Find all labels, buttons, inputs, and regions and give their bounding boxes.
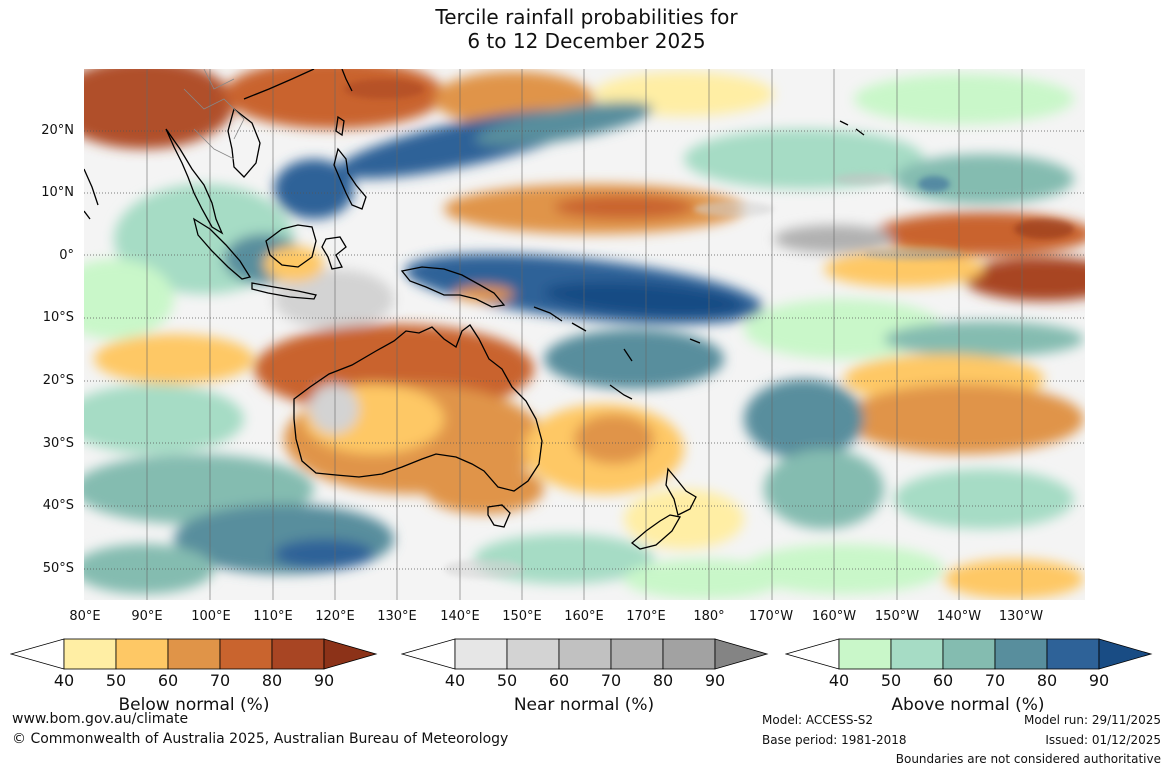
cb-above-seg-5: [1046, 638, 1100, 670]
graticule: [84, 130, 1085, 570]
base-period: Base period: 1981-2018: [762, 733, 907, 747]
cb-below-seg-1: [63, 638, 117, 670]
lon-label-130w: 130°W: [998, 609, 1044, 624]
cb-near-seg-4: [610, 638, 664, 670]
cb-above-seg-4: [994, 638, 1048, 670]
cb-below-tick: 60: [157, 671, 179, 690]
lat-label-30s: 30°S: [42, 436, 74, 451]
cb-near-tick: 80: [652, 671, 674, 690]
cb-below-seg-3: [167, 638, 221, 670]
map-canvas: [84, 69, 1085, 600]
rainfall-probability-map: [84, 69, 1085, 600]
lon-label-130e: 130°E: [377, 609, 417, 624]
cb-below-tick: 70: [209, 671, 231, 690]
lon-label-90e: 90°E: [131, 609, 163, 624]
cb-near-seg-2: [506, 638, 560, 670]
cb-near-seg-5: [662, 638, 716, 670]
cb-below-seg-6: [323, 638, 378, 670]
cb-below-seg-5: [271, 638, 325, 670]
cb-near-tick: 60: [548, 671, 570, 690]
cb-below-seg-4: [219, 638, 273, 670]
borders: [183, 69, 245, 160]
cb-below-tick: 90: [313, 671, 335, 690]
lat-label-20s: 20°S: [42, 373, 74, 388]
title-line-2: 6 to 12 December 2025: [467, 29, 706, 53]
lon-label-150e: 150°E: [502, 609, 542, 624]
lon-label-140e: 140°E: [440, 609, 480, 624]
lon-label-120e: 120°E: [315, 609, 355, 624]
lon-label-150w: 150°W: [874, 609, 920, 624]
legend-above-normal-label: Above normal (%): [891, 695, 1045, 715]
cb-below-tick: 40: [53, 671, 75, 690]
cb-below-seg-0: [10, 638, 65, 670]
cb-above-seg-6: [1098, 638, 1153, 670]
lat-label-50s: 50°S: [42, 561, 74, 576]
cb-near-tick: 50: [496, 671, 518, 690]
cb-above-seg-2: [890, 638, 944, 670]
colorbar-above-normal: [785, 638, 1153, 670]
lon-label-140w: 140°W: [936, 609, 982, 624]
meridians: [146, 69, 1023, 600]
legend-near-normal-label: Near normal (%): [513, 695, 655, 715]
cb-above-seg-0: [785, 638, 840, 670]
cb-above-tick: 90: [1088, 671, 1110, 690]
chart-title: Tercile rainfall probabilities for 6 to …: [0, 5, 1173, 53]
title-line-1: Tercile rainfall probabilities for: [435, 5, 738, 29]
cb-above-tick: 60: [932, 671, 954, 690]
colorbar-below-normal: [10, 638, 378, 670]
lat-label-10s: 10°S: [42, 310, 74, 325]
lon-label-170w: 170°W: [748, 609, 794, 624]
issued-date: Issued: 01/12/2025: [1045, 733, 1161, 747]
lat-label-40s: 40°S: [42, 498, 74, 513]
lon-label-180: 180°: [693, 609, 725, 624]
cb-below-tick: 50: [105, 671, 127, 690]
lat-label-0: 0°: [59, 248, 74, 263]
model-run-date: Model run: 29/11/2025: [1023, 713, 1161, 727]
lon-label-80e: 80°E: [69, 609, 101, 624]
cb-near-tick: 90: [704, 671, 726, 690]
lat-label-10n: 10°N: [41, 185, 74, 200]
cb-near-seg-3: [558, 638, 612, 670]
cb-above-seg-3: [942, 638, 996, 670]
lon-label-170e: 170°E: [626, 609, 666, 624]
colorbar-near-normal: [401, 638, 769, 670]
cb-near-seg-6: [714, 638, 769, 670]
cb-above-tick: 80: [1036, 671, 1058, 690]
cb-above-seg-1: [838, 638, 892, 670]
cb-near-tick: 70: [600, 671, 622, 690]
cb-above-tick: 40: [828, 671, 850, 690]
lon-label-100e: 100°E: [191, 609, 231, 624]
model-name: Model: ACCESS-S2: [762, 713, 874, 727]
cb-above-tick: 50: [880, 671, 902, 690]
cb-below-tick: 80: [261, 671, 283, 690]
boundaries-disclaimer: Boundaries are not considered authoritat…: [895, 752, 1161, 766]
website-link[interactable]: www.bom.gov.au/climate: [12, 711, 189, 727]
cb-near-tick: 40: [444, 671, 466, 690]
copyright-notice: © Commonwealth of Australia 2025, Austra…: [12, 731, 509, 747]
cb-below-seg-2: [115, 638, 169, 670]
lon-label-160w: 160°W: [811, 609, 857, 624]
cb-near-seg-0: [401, 638, 456, 670]
cb-near-seg-1: [454, 638, 508, 670]
cb-above-tick: 70: [984, 671, 1006, 690]
coastlines: [84, 69, 865, 550]
lon-label-110e: 110°E: [253, 609, 293, 624]
legend-below-normal-label: Below normal (%): [118, 695, 270, 715]
lon-label-160e: 160°E: [564, 609, 604, 624]
lat-label-20n: 20°N: [41, 123, 74, 138]
